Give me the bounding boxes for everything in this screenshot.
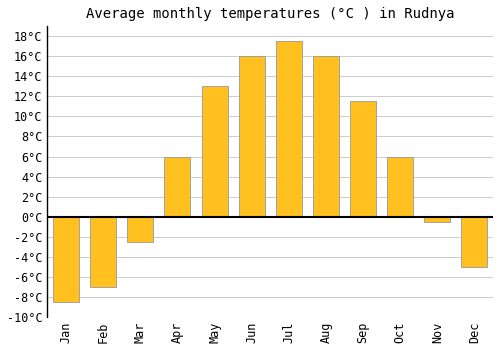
Bar <box>238 56 264 217</box>
Title: Average monthly temperatures (°C ) in Rudnya: Average monthly temperatures (°C ) in Ru… <box>86 7 455 21</box>
Bar <box>462 217 487 267</box>
Bar <box>424 217 450 222</box>
Bar <box>350 102 376 217</box>
Bar <box>164 156 190 217</box>
Bar <box>313 56 339 217</box>
Bar <box>90 217 116 287</box>
Bar <box>53 217 79 302</box>
Bar <box>202 86 228 217</box>
Bar <box>276 41 302 217</box>
Bar <box>128 217 154 242</box>
Bar <box>387 156 413 217</box>
